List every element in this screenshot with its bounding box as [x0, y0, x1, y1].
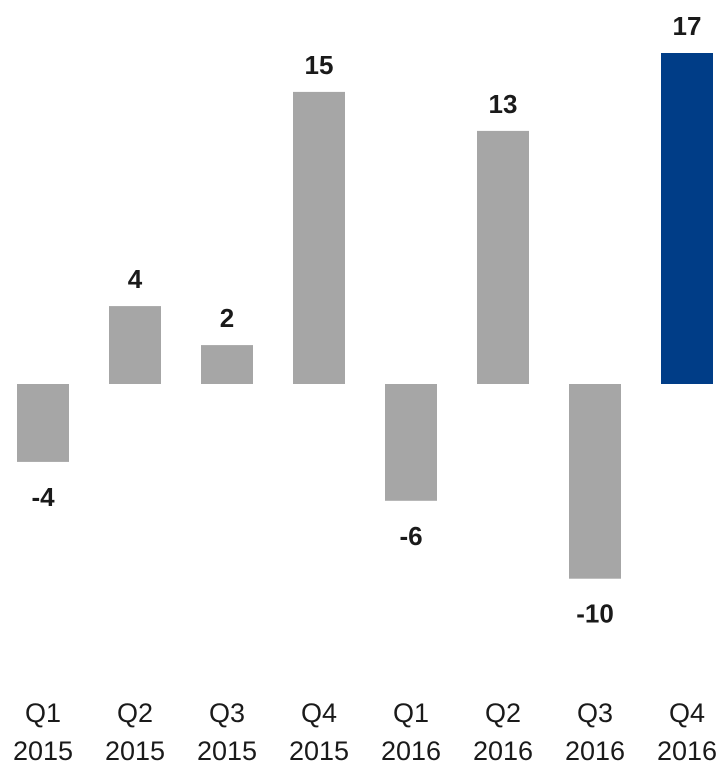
bars-group: [17, 53, 713, 579]
x-tick-year: 2015: [13, 736, 73, 766]
bar-q4-2015: [293, 91, 345, 385]
bar-q1-2015: [17, 384, 69, 462]
x-tick-label-q1-2016: Q1 2016: [381, 698, 441, 766]
x-tick-quarter: Q4: [301, 698, 337, 728]
x-tick-label-q2-2015: Q2 2015: [105, 698, 165, 766]
x-tick-label-q4-2015: Q4 2015: [289, 698, 349, 766]
value-label-q2-2016: 13: [489, 89, 518, 119]
x-tick-year: 2015: [105, 736, 165, 766]
bar-q4-2016: [661, 53, 713, 384]
x-tick-label-q3-2015: Q3 2015: [197, 698, 257, 766]
value-labels-group: -4 4 2 15 -6 13 -10 17: [31, 11, 701, 629]
x-tick-year: 2016: [657, 736, 717, 766]
bar-q3-2015: [201, 345, 253, 384]
value-label-q3-2015: 2: [220, 303, 234, 333]
x-tick-year: 2016: [473, 736, 533, 766]
x-tick-quarter: Q2: [117, 698, 153, 728]
bar-q3-2016: [569, 384, 621, 579]
x-tick-label-q4-2016: Q4 2016: [657, 698, 717, 766]
x-tick-quarter: Q1: [393, 698, 429, 728]
x-tick-label-q3-2016: Q3 2016: [565, 698, 625, 766]
x-tick-quarter: Q3: [577, 698, 613, 728]
value-label-q2-2015: 4: [128, 264, 143, 294]
value-label-q4-2016: 17: [673, 11, 702, 41]
x-axis-tick-labels: Q1 2015 Q2 2015 Q3 2015 Q4 2015 Q1 2016 Q2 2016 Q3 20…: [13, 698, 717, 766]
bar-q2-2016: [477, 130, 529, 384]
value-label-q1-2015: -4: [31, 482, 55, 512]
x-tick-year: 2016: [565, 736, 625, 766]
x-tick-label-q1-2015: Q1 2015: [13, 698, 73, 766]
x-tick-label-q2-2016: Q2 2016: [473, 698, 533, 766]
value-label-q1-2016: -6: [399, 521, 422, 551]
bar-q2-2015: [109, 306, 161, 384]
x-tick-year: 2016: [381, 736, 441, 766]
x-tick-quarter: Q3: [209, 698, 245, 728]
x-tick-year: 2015: [289, 736, 349, 766]
x-tick-quarter: Q1: [25, 698, 61, 728]
x-tick-quarter: Q2: [485, 698, 521, 728]
value-label-q4-2015: 15: [305, 50, 334, 80]
x-tick-quarter: Q4: [669, 698, 705, 728]
x-tick-year: 2015: [197, 736, 257, 766]
bar-q1-2016: [385, 384, 437, 501]
value-label-q3-2016: -10: [576, 599, 614, 629]
